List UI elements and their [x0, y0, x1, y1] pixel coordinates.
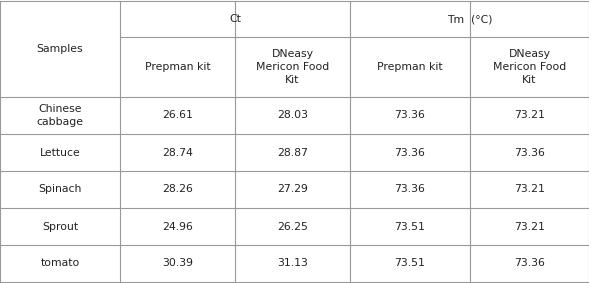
Text: 28.74: 28.74: [162, 147, 193, 158]
Text: 73.36: 73.36: [514, 258, 545, 269]
Text: 27.29: 27.29: [277, 185, 308, 194]
Text: Samples: Samples: [37, 44, 83, 54]
Text: 73.36: 73.36: [395, 110, 425, 121]
Text: Chinese
cabbage: Chinese cabbage: [37, 104, 84, 127]
Text: 73.36: 73.36: [395, 185, 425, 194]
Text: 30.39: 30.39: [162, 258, 193, 269]
Text: Spinach: Spinach: [38, 185, 82, 194]
Text: Prepman kit: Prepman kit: [145, 62, 210, 72]
Text: 73.21: 73.21: [514, 185, 545, 194]
Text: 28.87: 28.87: [277, 147, 308, 158]
Text: 31.13: 31.13: [277, 258, 308, 269]
Text: DNeasy
Mericon Food
Kit: DNeasy Mericon Food Kit: [256, 49, 329, 85]
Text: Prepman kit: Prepman kit: [377, 62, 443, 72]
Text: 73.36: 73.36: [514, 147, 545, 158]
Text: 73.51: 73.51: [395, 222, 425, 231]
Text: 73.21: 73.21: [514, 110, 545, 121]
Text: 26.25: 26.25: [277, 222, 308, 231]
Text: 73.51: 73.51: [395, 258, 425, 269]
Text: 28.26: 28.26: [162, 185, 193, 194]
Text: 73.21: 73.21: [514, 222, 545, 231]
Text: Ct: Ct: [229, 14, 241, 24]
Text: 24.96: 24.96: [162, 222, 193, 231]
Text: Lettuce: Lettuce: [39, 147, 80, 158]
Text: 28.03: 28.03: [277, 110, 308, 121]
Text: tomato: tomato: [41, 258, 80, 269]
Text: Tm  (°C): Tm (°C): [446, 14, 492, 24]
Text: 26.61: 26.61: [162, 110, 193, 121]
Text: DNeasy
Mericon Food
Kit: DNeasy Mericon Food Kit: [493, 49, 566, 85]
Text: 73.36: 73.36: [395, 147, 425, 158]
Text: Sprout: Sprout: [42, 222, 78, 231]
